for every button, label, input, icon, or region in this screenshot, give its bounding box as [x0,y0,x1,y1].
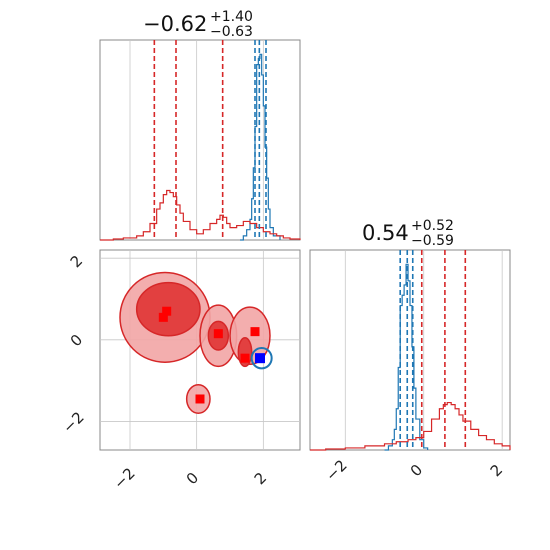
joint-x-tick-label: 0 [183,469,202,488]
panel-param1-quantile-lines [153,40,267,240]
histogram-blue [384,263,429,451]
panel-joint-points [158,306,265,404]
param1-title-upper-error: +1.40 [210,9,253,25]
param1-title-lower-error: −0.63 [210,24,253,40]
panel-param2-grid [344,250,503,450]
panel-joint [99,249,301,451]
panel-param1-grid [129,40,264,240]
panel-param2-frame [309,249,511,451]
param2-title-value: 0.54 [362,221,409,245]
point-red [250,327,260,337]
point-blue [255,353,265,364]
param2-title-upper-error: +0.52 [411,218,454,234]
point-red [162,306,172,316]
joint-x-tick-label: 2 [251,469,270,488]
panel-param2-quantile-lines [399,250,467,450]
param2-title-lower-error: −0.59 [411,233,454,249]
histogram-red [310,401,511,451]
histogram-red [100,189,301,241]
param2-x-tick-label: −2 [322,456,350,484]
joint-y-tick-label: −2 [59,408,87,436]
point-red [213,329,223,339]
point-red [240,353,250,363]
joint-y-tick-label: 2 [67,252,86,271]
panel-param2-marginal: 0.54 +0.52 −0.59 [309,218,511,451]
panel-param2-histograms [310,263,511,451]
point-red [195,394,205,404]
param2-x-tick-label: 0 [407,461,426,480]
param2-x-tick-label: 2 [487,461,506,480]
contour-blue [250,346,273,370]
point-red [158,312,168,322]
param1-title-value: −0.62 [143,12,207,36]
joint-y-tick-label: 0 [67,331,86,350]
joint-x-tick-label: −2 [110,464,138,492]
panel-param1-marginal: −0.62 +1.40 −0.63 [99,9,301,241]
